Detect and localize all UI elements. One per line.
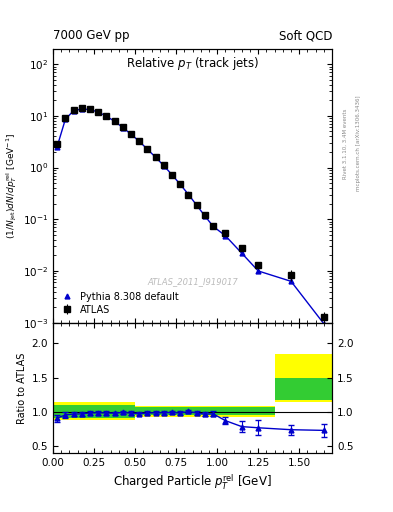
Pythia 8.308 default bbox=[112, 118, 117, 124]
X-axis label: Charged Particle $p_T^{\mathsf{rel}}$ [GeV]: Charged Particle $p_T^{\mathsf{rel}}$ [G… bbox=[113, 472, 272, 492]
Pythia 8.308 default bbox=[239, 250, 244, 257]
Pythia 8.308 default bbox=[120, 124, 125, 131]
Pythia 8.308 default bbox=[153, 154, 158, 160]
Pythia 8.308 default bbox=[211, 223, 215, 229]
Pythia 8.308 default bbox=[129, 131, 133, 137]
Pythia 8.308 default bbox=[71, 108, 76, 114]
Pythia 8.308 default bbox=[170, 172, 174, 178]
Text: mcplots.cern.ch [arXiv:1306.3436]: mcplots.cern.ch [arXiv:1306.3436] bbox=[356, 96, 361, 191]
Pythia 8.308 default bbox=[202, 213, 207, 219]
Pythia 8.308 default bbox=[223, 232, 228, 239]
Pythia 8.308 default bbox=[104, 113, 109, 119]
Pythia 8.308 default bbox=[162, 163, 166, 169]
Pythia 8.308 default bbox=[289, 278, 294, 284]
Pythia 8.308 default bbox=[256, 268, 261, 274]
Pythia 8.308 default bbox=[96, 109, 101, 115]
Text: Rivet 3.1.10, 3.4M events: Rivet 3.1.10, 3.4M events bbox=[343, 108, 348, 179]
Pythia 8.308 default bbox=[137, 138, 141, 144]
Text: Soft QCD: Soft QCD bbox=[279, 30, 332, 42]
Pythia 8.308 default bbox=[178, 181, 183, 187]
Legend: Pythia 8.308 default, ATLAS: Pythia 8.308 default, ATLAS bbox=[58, 289, 182, 318]
Pythia 8.308 default bbox=[145, 146, 150, 153]
Pythia 8.308 default bbox=[186, 191, 191, 198]
Pythia 8.308 default bbox=[63, 116, 68, 122]
Y-axis label: Ratio to ATLAS: Ratio to ATLAS bbox=[17, 352, 28, 423]
Pythia 8.308 default bbox=[194, 202, 199, 208]
Text: Relative $p_T$ (track jets): Relative $p_T$ (track jets) bbox=[126, 55, 259, 73]
Line: Pythia 8.308 default: Pythia 8.308 default bbox=[55, 106, 326, 326]
Text: 7000 GeV pp: 7000 GeV pp bbox=[53, 30, 130, 42]
Pythia 8.308 default bbox=[321, 321, 326, 327]
Y-axis label: $(1/N_\mathsf{jet})dN/dp^\mathsf{rel}_T\ [\mathsf{GeV}^{-1}]$: $(1/N_\mathsf{jet})dN/dp^\mathsf{rel}_T\… bbox=[4, 133, 18, 239]
Pythia 8.308 default bbox=[88, 106, 92, 113]
Pythia 8.308 default bbox=[55, 143, 59, 150]
Pythia 8.308 default bbox=[79, 106, 84, 112]
Text: ATLAS_2011_I919017: ATLAS_2011_I919017 bbox=[147, 277, 238, 286]
